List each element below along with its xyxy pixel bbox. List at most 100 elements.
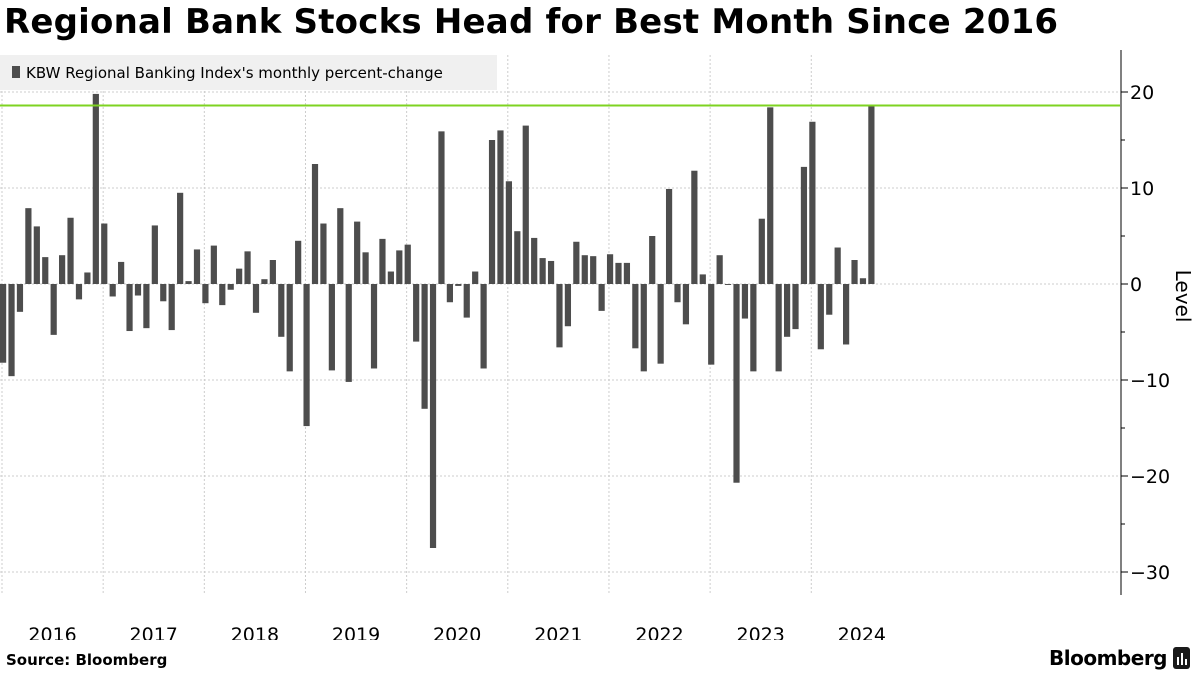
bar [716,255,723,284]
bar [514,231,521,284]
bar [564,284,572,327]
bar [691,170,698,284]
bar [413,284,420,342]
bars [0,93,875,548]
bar [227,284,234,290]
bar [67,217,74,284]
bar [50,284,57,335]
bar [328,284,335,371]
x-tick-label: 2019 [332,624,380,640]
bar [505,181,512,284]
bar [665,188,673,284]
bar [834,247,841,284]
bar [606,254,614,284]
bar [859,278,867,284]
bar [303,284,310,427]
legend-swatch [12,66,20,78]
bar [185,281,192,284]
bar [25,208,32,284]
bar [817,284,824,350]
chart-title: Regional Bank Stocks Head for Best Month… [4,2,1059,42]
bar [708,284,715,365]
y-tick-label: −10 [1130,370,1170,392]
bar [126,284,133,332]
bar [472,271,479,284]
bar [573,241,580,284]
bar [92,93,99,284]
bar [33,226,40,284]
bar [109,284,116,297]
bloomberg-logo: Bloomberg [1049,646,1190,670]
bar [851,260,858,284]
bar [379,238,386,284]
bar [682,284,690,325]
bar [531,237,538,284]
bar [868,105,875,284]
bar [421,284,428,409]
bar [269,260,276,284]
bar [8,284,15,377]
bar [843,284,850,345]
bar [463,284,470,318]
bar [455,284,462,286]
bar [590,256,597,284]
bar [177,192,184,284]
bar [118,261,125,284]
bar [387,271,394,284]
y-tick-label: −30 [1130,562,1170,584]
bar [556,284,563,348]
bar [438,131,445,284]
bar [59,255,66,284]
bar [354,221,361,284]
bar [236,268,243,284]
bar [598,284,605,311]
y-axis-label: Level [1171,270,1195,323]
bar [429,284,437,548]
y-tick-label: −20 [1130,466,1170,488]
x-tick-label: 2023 [737,624,785,640]
bar [775,284,782,372]
bar [750,284,757,372]
bar [168,284,175,331]
x-tick-label: 2022 [635,624,683,640]
bar [657,284,664,364]
bar [522,125,529,284]
bar [16,284,24,312]
bar [252,284,260,313]
bar [539,258,546,284]
bar [311,164,319,284]
bar [295,240,302,284]
bar [320,223,327,284]
bar [547,260,555,284]
bar [210,245,217,284]
y-tick-label: 10 [1130,178,1154,200]
bar [337,208,344,284]
bar [497,130,504,284]
bar [826,284,833,315]
bar [783,284,791,337]
bar [792,284,799,330]
bar [193,249,201,284]
bar [362,252,369,284]
bar [480,284,487,369]
bar [767,107,774,284]
x-tick-label: 2020 [433,624,481,640]
bloomberg-terminal-icon [1173,647,1190,669]
axis-group: 20 10 0 −10 −20 −30 2016 2017 2018 2019 2020 2021 20… [28,50,1170,640]
bar [151,225,158,284]
bar [0,284,7,363]
brand-name: Bloomberg [1049,646,1167,670]
x-tick-label: 2017 [130,624,178,640]
bar [160,284,167,302]
bar [615,262,622,284]
bar [581,255,588,284]
bar [488,140,496,284]
bar-chart: 20 10 0 −10 −20 −30 2016 2017 2018 2019 2020 2021 20… [0,50,1195,640]
bar [741,284,749,319]
x-tick-label: 2016 [28,624,76,640]
bar [84,272,91,284]
bar [101,223,108,284]
bar [202,284,209,304]
bar [809,121,816,284]
bar [134,284,142,296]
